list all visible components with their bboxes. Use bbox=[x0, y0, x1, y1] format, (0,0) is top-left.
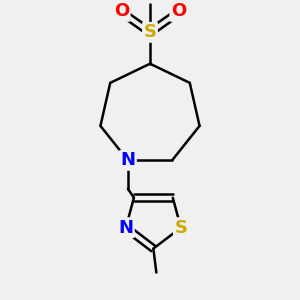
Text: S: S bbox=[143, 23, 157, 41]
Text: N: N bbox=[120, 152, 135, 169]
Text: N: N bbox=[118, 219, 133, 237]
Text: O: O bbox=[114, 2, 129, 20]
Text: S: S bbox=[174, 219, 188, 237]
Text: O: O bbox=[171, 2, 186, 20]
